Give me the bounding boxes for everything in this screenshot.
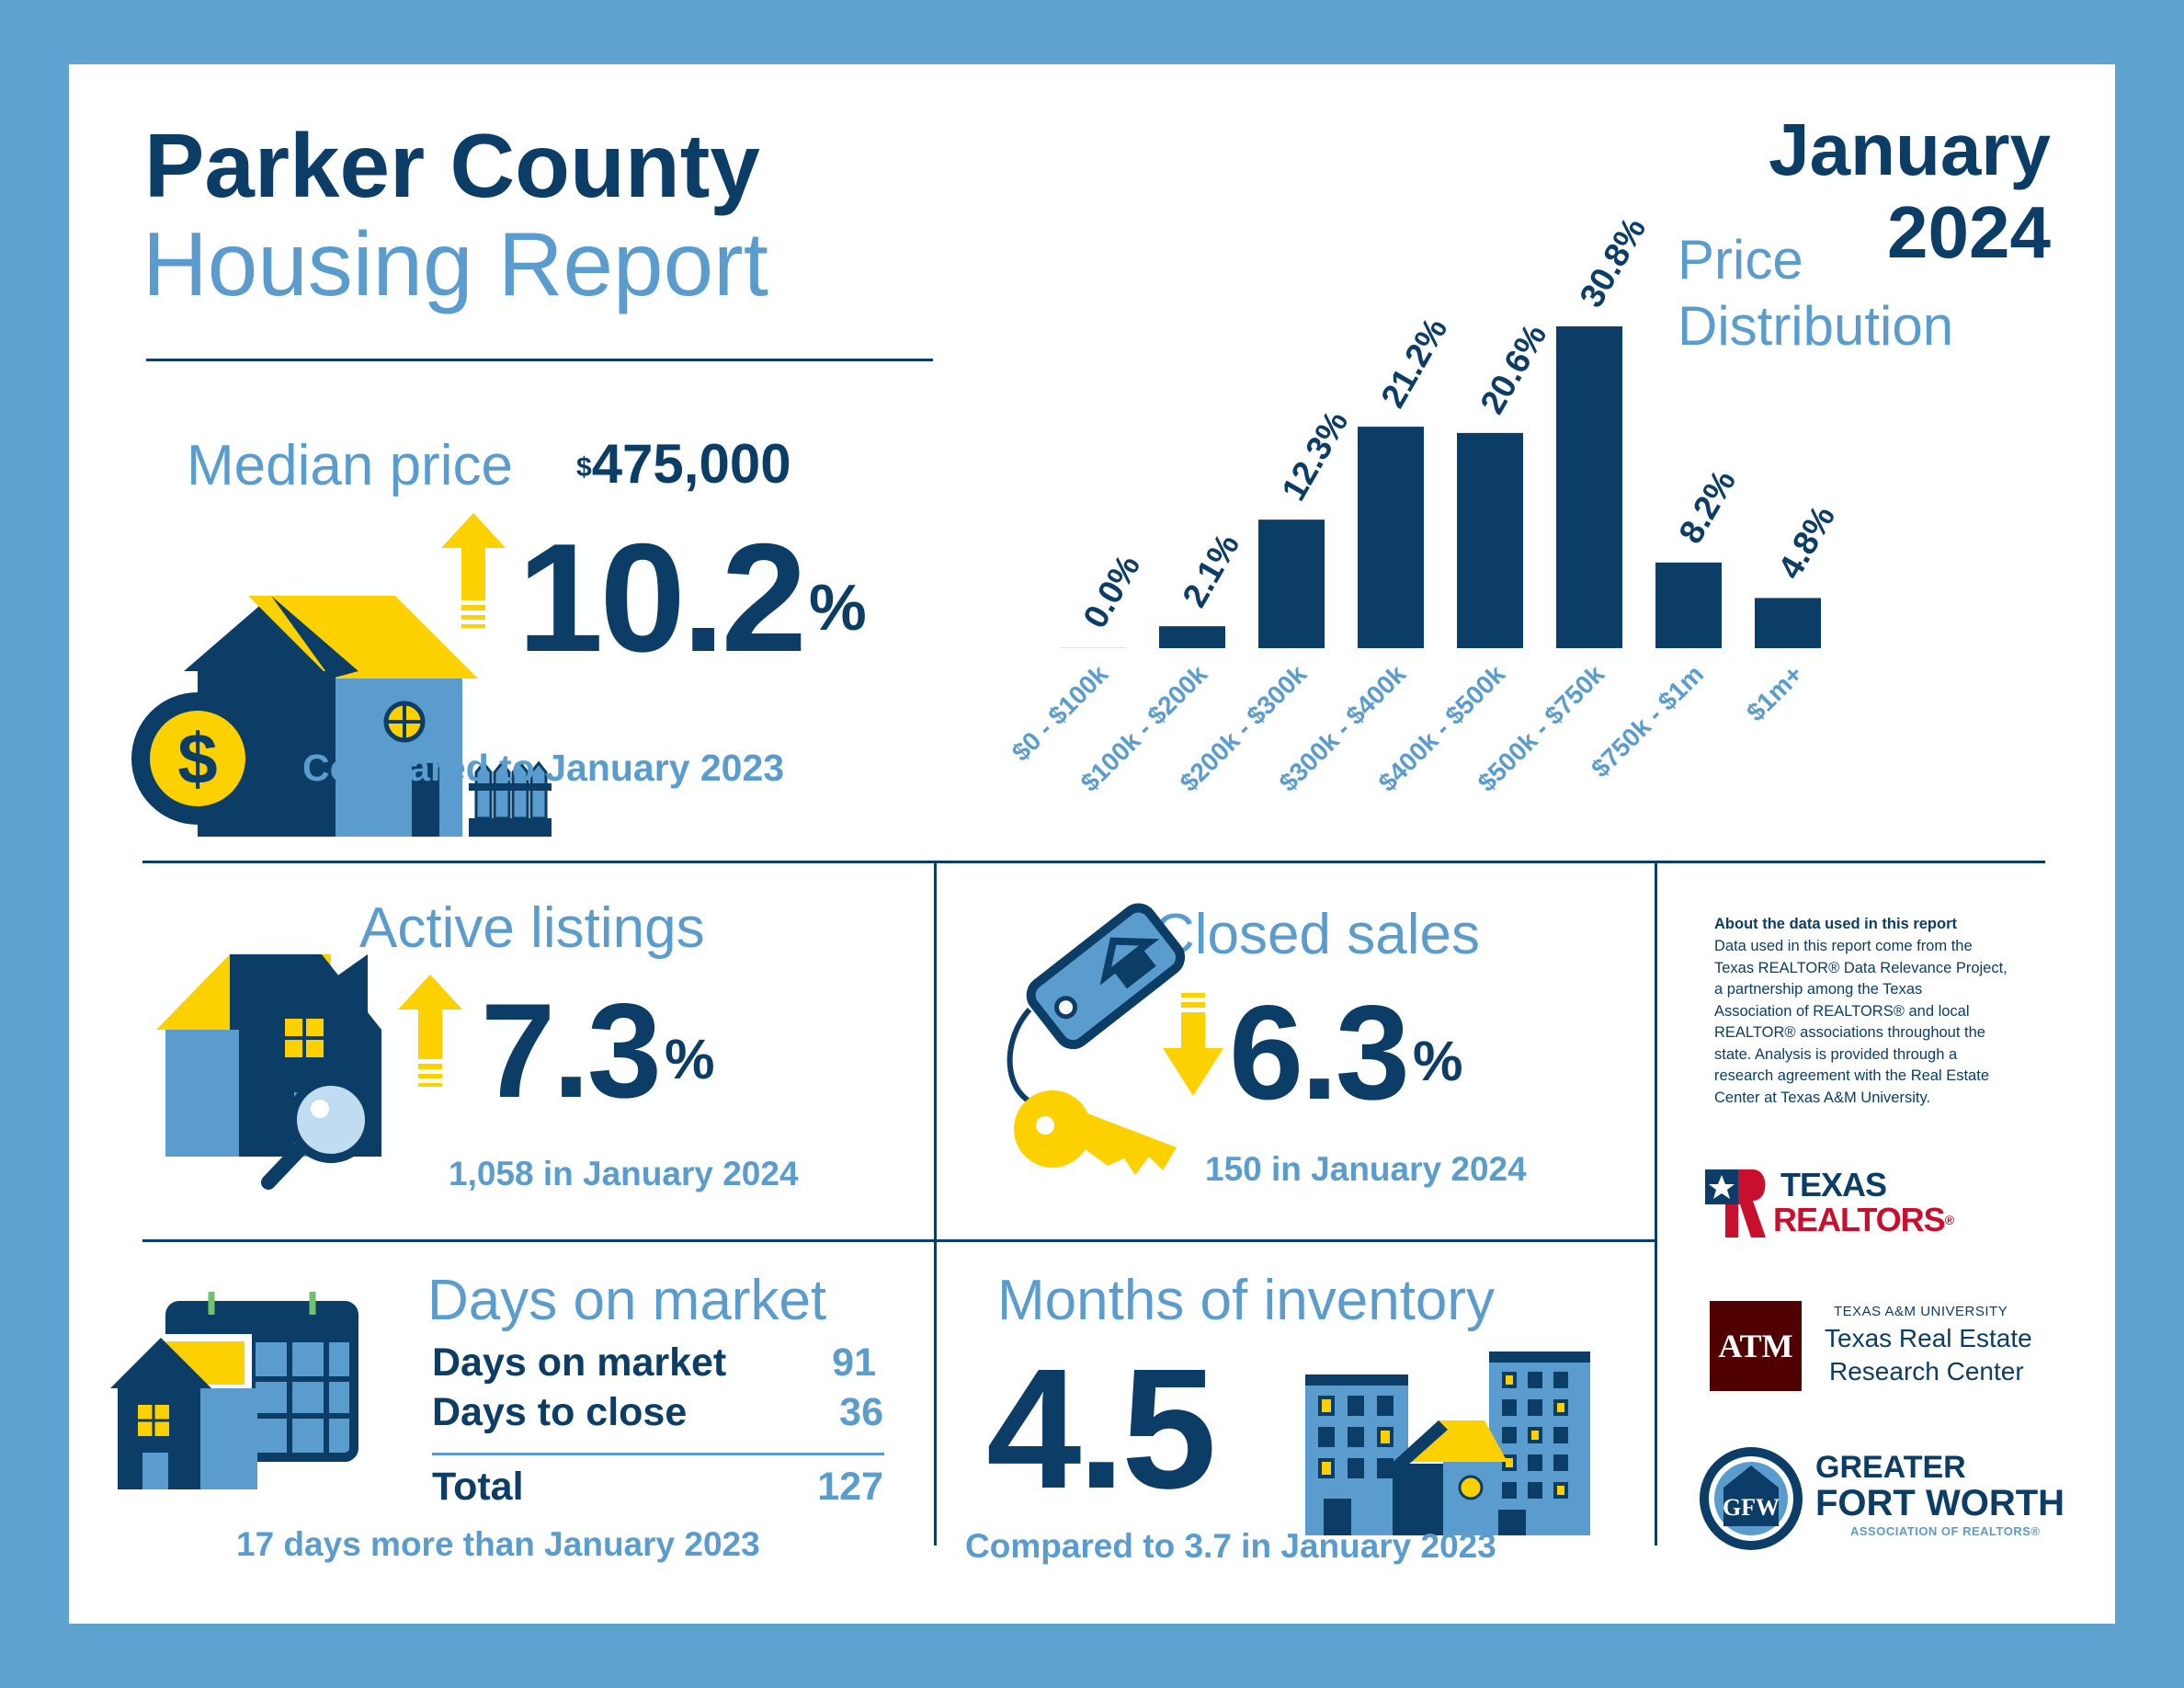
active-listings-change: 7.3% — [481, 982, 715, 1120]
report-title: Parker County — [144, 115, 760, 216]
closed-sales-change: 6.3% — [1229, 984, 1463, 1122]
months-inventory-label: Months of inventory — [997, 1269, 1496, 1332]
chart-bar — [1457, 432, 1523, 648]
chart-category-label: $1m+ — [1741, 659, 1808, 726]
report-card: Parker County Housing Report January 202… — [69, 64, 2115, 1624]
about-line: Texas REALTOR® Data Relevance Project, — [1714, 959, 2008, 976]
chart-value-label: 2.1% — [1175, 528, 1246, 614]
house-search-icon — [156, 954, 381, 1190]
currency-symbol: $ — [576, 452, 592, 483]
about-line: a partnership among the Texas — [1714, 981, 1923, 998]
section-divider-middle — [142, 1239, 1655, 1242]
tamu-university: TEXAS A&M UNIVERSITY — [1834, 1304, 2008, 1319]
chart-bar — [1258, 519, 1325, 648]
chart-value-label: 0.0% — [1075, 548, 1147, 634]
dom-row-label-2: Days to close — [432, 1390, 688, 1434]
dom-total-divider — [432, 1453, 884, 1455]
closed-sales-down-arrow-icon — [1163, 993, 1223, 1096]
house-coin-icon: $ — [131, 596, 552, 837]
price-distribution-title-2: Distribution — [1678, 295, 1954, 357]
closed-sales-change-value: 6.3 — [1229, 977, 1410, 1127]
texas-realtors-logo-icon — [1705, 1169, 1766, 1237]
active-listings-label: Active listings — [359, 896, 705, 960]
section-divider-horizontal — [142, 861, 2045, 863]
chart-bar — [1159, 626, 1225, 648]
texas-realtors-line2: REALTORS® — [1773, 1201, 1954, 1238]
months-inventory-value: 4.5 — [986, 1334, 1217, 1524]
report-year: 2024 — [1887, 191, 2051, 273]
about-heading: About the data used in this report — [1714, 916, 1958, 932]
chart-category-label: $0 - $100k — [1007, 659, 1114, 767]
median-change: 10.2% — [518, 515, 867, 680]
median-up-arrow-icon — [441, 513, 506, 628]
report-month: January — [1769, 108, 2051, 190]
tamu-logo-mark: ATM — [1710, 1301, 1802, 1391]
gfw-line3: ASSOCIATION OF REALTORS® — [1850, 1524, 2041, 1538]
chart-bar — [1655, 562, 1722, 648]
section-divider-vertical-2 — [1655, 861, 1657, 1545]
chart-value-label: 30.8% — [1572, 211, 1653, 314]
chart-bar — [1755, 598, 1821, 648]
chart-bar — [1556, 326, 1622, 648]
chart-value-label: 8.2% — [1671, 463, 1743, 550]
about-text: Data used in this report come from the T… — [1714, 936, 2008, 1109]
median-price-amount: 475,000 — [591, 433, 791, 495]
days-on-market-label: Days on market — [427, 1269, 827, 1332]
median-comparison: Compared to January 2023 — [302, 747, 785, 789]
gfw-logo-icon: GFW — [1700, 1447, 1803, 1550]
chart-value-label: 12.3% — [1274, 405, 1355, 507]
median-percent-sign: % — [808, 570, 867, 644]
svg-text:$: $ — [177, 718, 217, 799]
texas-realtors-line2-text: REALTORS — [1773, 1201, 1946, 1238]
months-inventory-comparison: Compared to 3.7 in January 2023 — [965, 1527, 1496, 1565]
active-listings-detail: 1,058 in January 2024 — [449, 1155, 799, 1192]
dom-total-label: Total — [432, 1465, 524, 1509]
chart-bar — [1060, 647, 1126, 648]
closed-sales-percent-sign: % — [1412, 1029, 1463, 1093]
dom-total-value: 127 — [817, 1465, 883, 1509]
texas-realtors-mark: ® — [1944, 1213, 1954, 1227]
gfw-line1: GREATER — [1815, 1450, 1966, 1485]
chart-value-label: 20.6% — [1473, 318, 1553, 420]
days-on-market-comparison: 17 days more than January 2023 — [236, 1525, 760, 1563]
closed-sales-label: Closed sales — [1154, 903, 1480, 966]
dom-row-value-2: 36 — [839, 1390, 883, 1434]
listings-up-arrow-icon — [398, 975, 462, 1087]
chart-value-label: 4.8% — [1770, 499, 1842, 586]
report-subtitle: Housing Report — [142, 213, 768, 314]
median-change-value: 10.2 — [518, 511, 807, 684]
gfw-line2: FORT WORTH — [1815, 1483, 2065, 1523]
about-line: Center at Texas A&M University. — [1714, 1089, 1931, 1106]
median-price-label: Median price — [187, 434, 513, 497]
about-line: state. Analysis is provided through a — [1714, 1045, 1958, 1063]
title-divider — [146, 359, 933, 361]
about-line: REALTOR® associations throughout the — [1714, 1024, 1985, 1041]
gfw-mark-text: GFW — [1723, 1494, 1780, 1521]
calendar-house-icon — [101, 1292, 358, 1489]
closed-sales-detail: 150 in January 2024 — [1205, 1150, 1527, 1188]
tamu-line1: Texas Real Estate — [1825, 1324, 2032, 1352]
price-distribution-title-1: Price — [1678, 229, 1803, 291]
texas-realtors-line1: TEXAS — [1780, 1166, 1887, 1203]
active-listings-change-value: 7.3 — [481, 975, 662, 1125]
section-divider-vertical-1 — [934, 861, 937, 1545]
dom-row-value-1: 91 — [832, 1340, 876, 1385]
about-line: Association of REALTORS® and local — [1714, 1002, 1970, 1020]
about-line: research agreement with the Real Estate — [1714, 1067, 1989, 1084]
about-line: Data used in this report come from the — [1714, 938, 1973, 954]
dom-row-label-1: Days on market — [432, 1340, 727, 1385]
chart-value-label: 21.2% — [1373, 312, 1454, 414]
tag-key-icon — [1007, 903, 1186, 1175]
city-buildings-icon — [1305, 1352, 1590, 1535]
tamu-line2: Research Center — [1829, 1357, 2024, 1386]
chart-bar — [1358, 427, 1424, 648]
active-listings-percent-sign: % — [664, 1027, 715, 1091]
median-price-value: $475,000 — [576, 432, 791, 496]
